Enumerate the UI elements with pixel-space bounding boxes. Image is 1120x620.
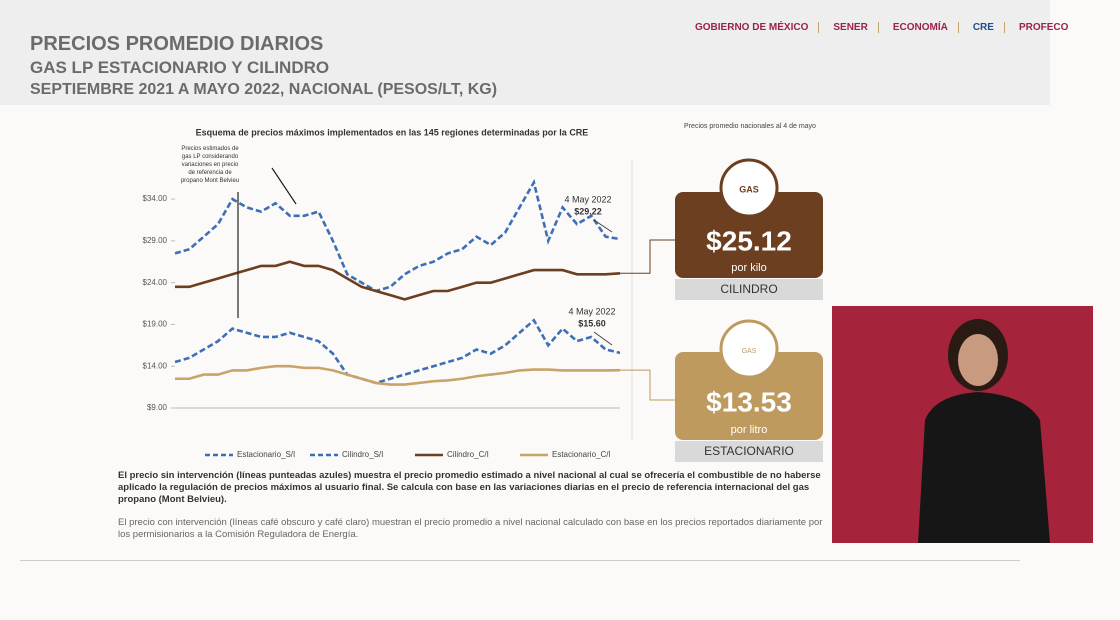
logo: ECONOMÍA xyxy=(893,22,959,33)
logo: SENER xyxy=(833,22,879,33)
series-line xyxy=(175,364,621,386)
annotation: 4 May 2022 xyxy=(564,194,611,204)
side-heading: Precios promedio nacionales al 4 de mayo xyxy=(684,123,816,130)
paragraph: El precio sin intervención (líneas punte… xyxy=(118,470,821,505)
label: CILINDRO xyxy=(720,282,777,296)
connector xyxy=(620,239,675,274)
icon xyxy=(719,319,779,379)
interpreter-face xyxy=(958,334,998,386)
title: PRECIOS PROMEDIO DIARIOS xyxy=(30,33,324,55)
arrow xyxy=(271,167,297,205)
logo: CRE xyxy=(973,22,1005,33)
subtitle: GAS LP ESTACIONARIO Y CILINDRO xyxy=(30,58,330,77)
icon-label: GAS xyxy=(739,184,759,194)
arrow xyxy=(593,219,613,233)
unit: por kilo xyxy=(731,262,766,274)
legend-label: Cilindro_S/I xyxy=(342,450,383,459)
cilindro-box xyxy=(675,192,823,278)
estacionario-box xyxy=(675,352,823,440)
price: $25.12 xyxy=(706,225,792,256)
label-bar xyxy=(675,279,823,300)
annotation: 4 May 2022 xyxy=(568,306,615,316)
y-tick-label: $19.00 xyxy=(143,320,168,329)
legend-label: Estacionario_S/I xyxy=(237,450,295,459)
header xyxy=(0,0,1050,105)
logos: GOBIERNO DE MÉXICO SENER ECONOMÍA CRE PR… xyxy=(695,22,1078,33)
period: SEPTIEMBRE 2021 A MAYO 2022, NACIONAL (P… xyxy=(30,81,498,98)
series-line xyxy=(174,178,621,293)
label-bar xyxy=(675,441,823,462)
logo: PROFECO xyxy=(1018,22,1069,33)
arrow xyxy=(593,331,613,346)
legend-label: Estacionario_C/I xyxy=(552,450,611,459)
chart-title: Esquema de precios máximos implementados… xyxy=(196,127,589,137)
annotation: $15.60 xyxy=(578,318,606,328)
unit: por litro xyxy=(731,424,768,436)
series-line xyxy=(175,260,621,301)
connector xyxy=(620,369,675,401)
y-tick-label: $34.00 xyxy=(143,194,168,203)
series-line xyxy=(174,318,621,385)
logo: GOBIERNO DE MÉXICO xyxy=(695,22,820,33)
annotation: $29.22 xyxy=(574,206,602,216)
interpreter-body xyxy=(918,392,1050,543)
icon xyxy=(719,158,779,218)
y-tick-label: $24.00 xyxy=(143,278,168,287)
y-tick-label: $29.00 xyxy=(143,236,168,245)
y-tick-label: $14.00 xyxy=(143,361,168,370)
label: ESTACIONARIO xyxy=(704,444,794,458)
paragraph: El precio con intervención (líneas café … xyxy=(118,517,823,540)
annotation: Precios estimados de gas LP considerando v… xyxy=(181,146,240,184)
icon-label: GAS xyxy=(742,348,757,355)
rule xyxy=(20,560,1020,561)
y-tick-label: $9.00 xyxy=(147,403,168,412)
price: $13.53 xyxy=(706,386,792,417)
legend-label: Cilindro_C/I xyxy=(447,450,489,459)
